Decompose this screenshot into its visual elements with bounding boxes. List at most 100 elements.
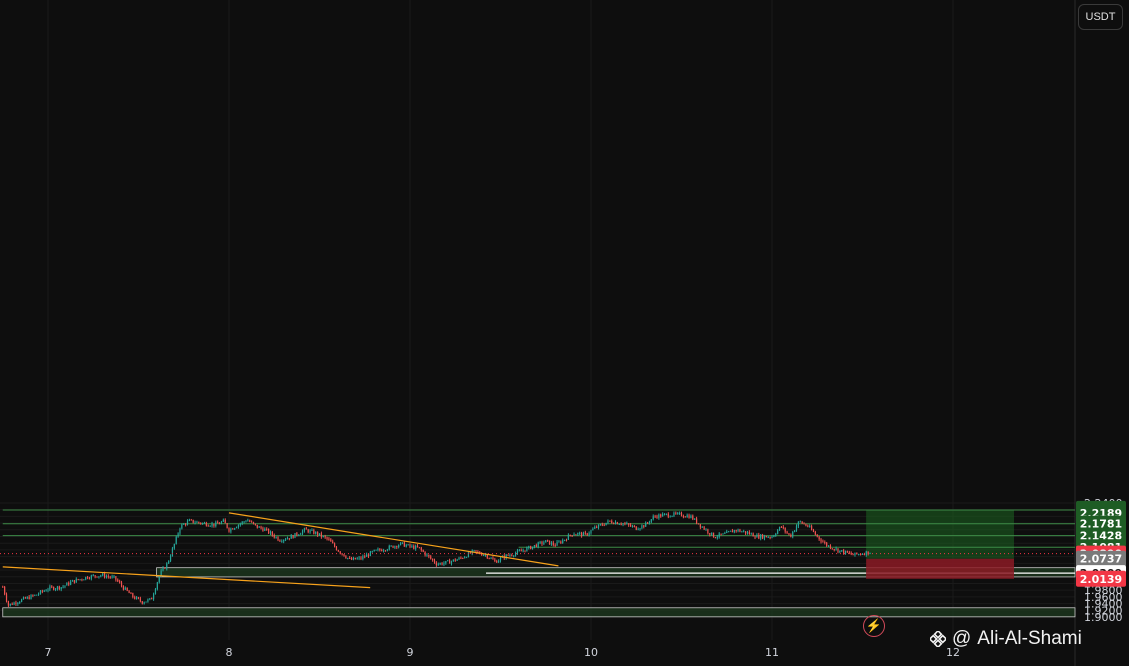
time-axis[interactable]: 7 8 9 10 11 12 xyxy=(45,646,961,659)
time-tick-label: 10 xyxy=(584,646,598,659)
candle-body xyxy=(320,533,322,537)
candle-body xyxy=(526,547,528,552)
candle-body xyxy=(778,526,781,531)
candle-body xyxy=(541,541,543,544)
trendline[interactable] xyxy=(2,566,371,589)
candle-body xyxy=(273,535,275,538)
candle-body xyxy=(103,573,106,578)
candle-body xyxy=(777,530,779,534)
candle-body xyxy=(624,523,626,525)
candle-body xyxy=(115,576,117,580)
loss-zone[interactable] xyxy=(866,558,1014,579)
candle-body xyxy=(475,550,477,552)
candle-body xyxy=(852,554,854,556)
candle-body xyxy=(754,536,756,538)
trendlines[interactable] xyxy=(2,512,559,589)
candle-body xyxy=(213,523,215,527)
candle-body xyxy=(4,586,6,595)
candle-body xyxy=(322,536,324,538)
candle-body xyxy=(492,558,494,560)
candle-body xyxy=(850,552,852,555)
candle-body xyxy=(32,595,34,597)
candle-body xyxy=(646,522,649,524)
currency-button[interactable]: USDT xyxy=(1078,4,1123,30)
candle-body xyxy=(21,599,23,602)
candle-body xyxy=(269,531,272,534)
candle-body xyxy=(252,521,255,524)
candle-body xyxy=(812,529,815,532)
candle-body xyxy=(867,551,869,554)
candle-body xyxy=(443,563,445,565)
candle-body xyxy=(629,524,632,527)
candle-body xyxy=(745,531,747,534)
candle-body xyxy=(652,516,654,520)
candle-body xyxy=(335,546,338,551)
candle-body xyxy=(520,550,522,552)
candle-body xyxy=(424,551,426,556)
candle-body xyxy=(43,590,45,592)
long-position-tool[interactable] xyxy=(866,509,1014,579)
candle-body xyxy=(151,598,153,600)
candle-body xyxy=(550,542,553,545)
candle-body xyxy=(611,521,613,524)
candle-body xyxy=(454,559,456,561)
candle-body xyxy=(516,550,519,554)
candle-body xyxy=(726,531,728,534)
candle-body xyxy=(786,531,788,534)
candle-body xyxy=(588,533,590,536)
candle-body xyxy=(194,522,196,524)
candle-body xyxy=(450,561,453,564)
candle-body xyxy=(447,560,449,562)
candle-body xyxy=(831,548,833,550)
candle-body xyxy=(407,544,409,546)
candle-body xyxy=(650,519,652,523)
time-tick-label: 9 xyxy=(407,646,414,659)
candle-body xyxy=(409,544,411,547)
candle-body xyxy=(865,551,867,555)
entry-badge: 2.0737 xyxy=(1080,553,1122,566)
candle-body xyxy=(564,539,566,541)
watermark-handle: Ali-Al-Shami xyxy=(977,628,1082,649)
candle-body xyxy=(34,594,36,596)
candle-body xyxy=(795,526,798,531)
candle-body xyxy=(70,581,72,585)
candle-body xyxy=(13,602,15,605)
candle-body xyxy=(780,526,783,528)
candle-body xyxy=(435,562,437,566)
candle-body xyxy=(822,541,824,543)
candle-body xyxy=(560,541,562,543)
candle-body xyxy=(420,547,422,551)
candle-body xyxy=(720,533,722,535)
candle-body xyxy=(405,545,407,547)
candle-body xyxy=(667,513,669,517)
candle-body xyxy=(460,557,462,559)
candle-body xyxy=(437,564,439,566)
level-badge: 2.1781 xyxy=(1080,518,1122,531)
lightning-icon[interactable]: ⚡ xyxy=(863,615,885,637)
candle-body xyxy=(448,560,451,564)
candle-body xyxy=(41,590,43,592)
candle-body xyxy=(266,528,268,530)
candle-body xyxy=(805,524,807,526)
candle-body xyxy=(748,532,750,535)
trendline[interactable] xyxy=(228,512,559,567)
candle-body xyxy=(352,557,355,560)
candle-body xyxy=(586,533,588,536)
candle-body xyxy=(5,594,8,602)
candle-body xyxy=(731,530,734,533)
candle-body xyxy=(609,520,611,522)
candle-body xyxy=(848,552,850,554)
candle-body xyxy=(137,597,140,599)
candle-body xyxy=(801,521,803,524)
candle-body xyxy=(784,527,786,532)
candle-body xyxy=(426,554,428,556)
candle-body xyxy=(799,521,801,523)
candle-body xyxy=(136,597,138,599)
candle-body xyxy=(277,537,279,541)
candle-body xyxy=(350,558,353,560)
candle-body xyxy=(147,599,149,602)
candle-body xyxy=(86,576,89,579)
price-tick-label: 1.9000 xyxy=(1084,611,1123,624)
profit-zone[interactable] xyxy=(866,509,1014,559)
